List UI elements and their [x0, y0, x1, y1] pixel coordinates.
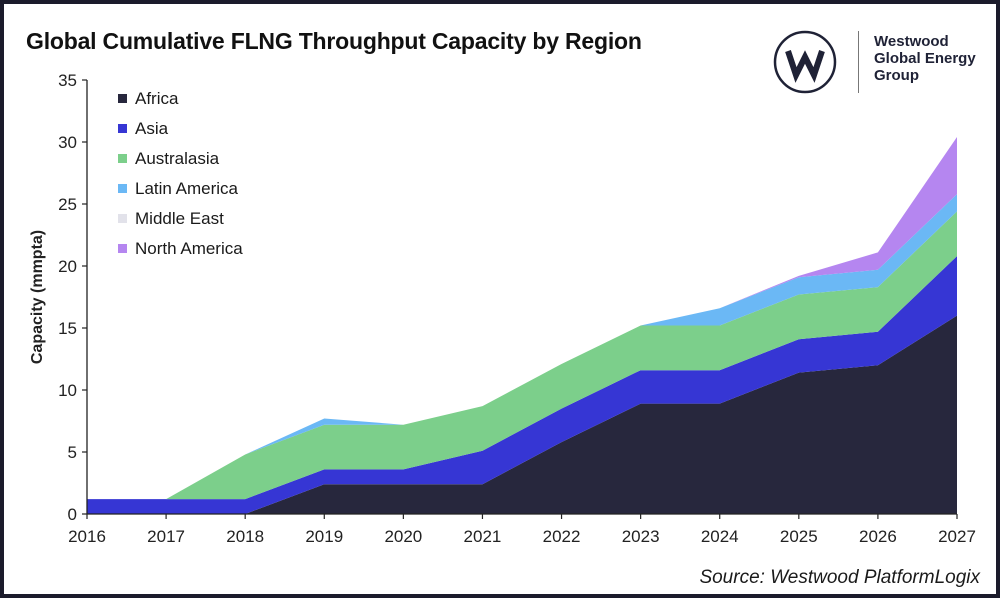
y-tick-label: 35 [58, 71, 77, 90]
y-tick-label: 5 [68, 443, 77, 462]
legend-swatch [118, 94, 127, 103]
legend-entry: Middle East [135, 209, 224, 228]
y-tick-label: 0 [68, 505, 77, 524]
westwood-logo: Westwood Global Energy Group [772, 29, 992, 99]
x-tick-label: 2016 [68, 527, 106, 546]
y-tick-label: 10 [58, 381, 77, 400]
x-tick-label: 2026 [859, 527, 897, 546]
westwood-w-logo-icon [773, 30, 837, 94]
legend-swatch [118, 154, 127, 163]
y-axis-label: Capacity (mmpta) [29, 230, 46, 364]
x-tick-label: 2025 [780, 527, 818, 546]
x-tick-label: 2017 [147, 527, 185, 546]
x-tick-label: 2023 [622, 527, 660, 546]
legend-swatch [118, 184, 127, 193]
y-tick-label: 20 [58, 257, 77, 276]
x-tick-label: 2024 [701, 527, 739, 546]
x-tick-label: 2018 [226, 527, 264, 546]
logo-divider [858, 31, 859, 93]
logo-line-3: Group [874, 67, 919, 84]
source-note: Source: Westwood PlatformLogix [699, 567, 980, 588]
legend-swatch [118, 244, 127, 253]
chart-title: Global Cumulative FLNG Throughput Capaci… [26, 28, 642, 54]
legend-entry: Asia [135, 119, 169, 138]
y-tick-label: 25 [58, 195, 77, 214]
legend-entry: Australasia [135, 149, 220, 168]
area-africa [87, 315, 957, 514]
legend-swatch [118, 214, 127, 223]
logo-line-1: Westwood [874, 33, 949, 50]
legend-entry: Africa [135, 89, 179, 108]
x-tick-label: 2027 [938, 527, 976, 546]
x-tick-label: 2019 [305, 527, 343, 546]
x-tick-label: 2020 [384, 527, 422, 546]
x-tick-label: 2021 [464, 527, 502, 546]
x-tick-label: 2022 [543, 527, 581, 546]
legend-swatch [118, 124, 127, 133]
legend-entry: Latin America [135, 179, 239, 198]
y-tick-label: 30 [58, 133, 77, 152]
legend-entry: North America [135, 239, 243, 258]
area-asia [87, 256, 957, 514]
logo-text: Westwood Global Energy Group [874, 33, 976, 84]
logo-line-2: Global Energy [874, 50, 976, 67]
y-tick-label: 15 [58, 319, 77, 338]
